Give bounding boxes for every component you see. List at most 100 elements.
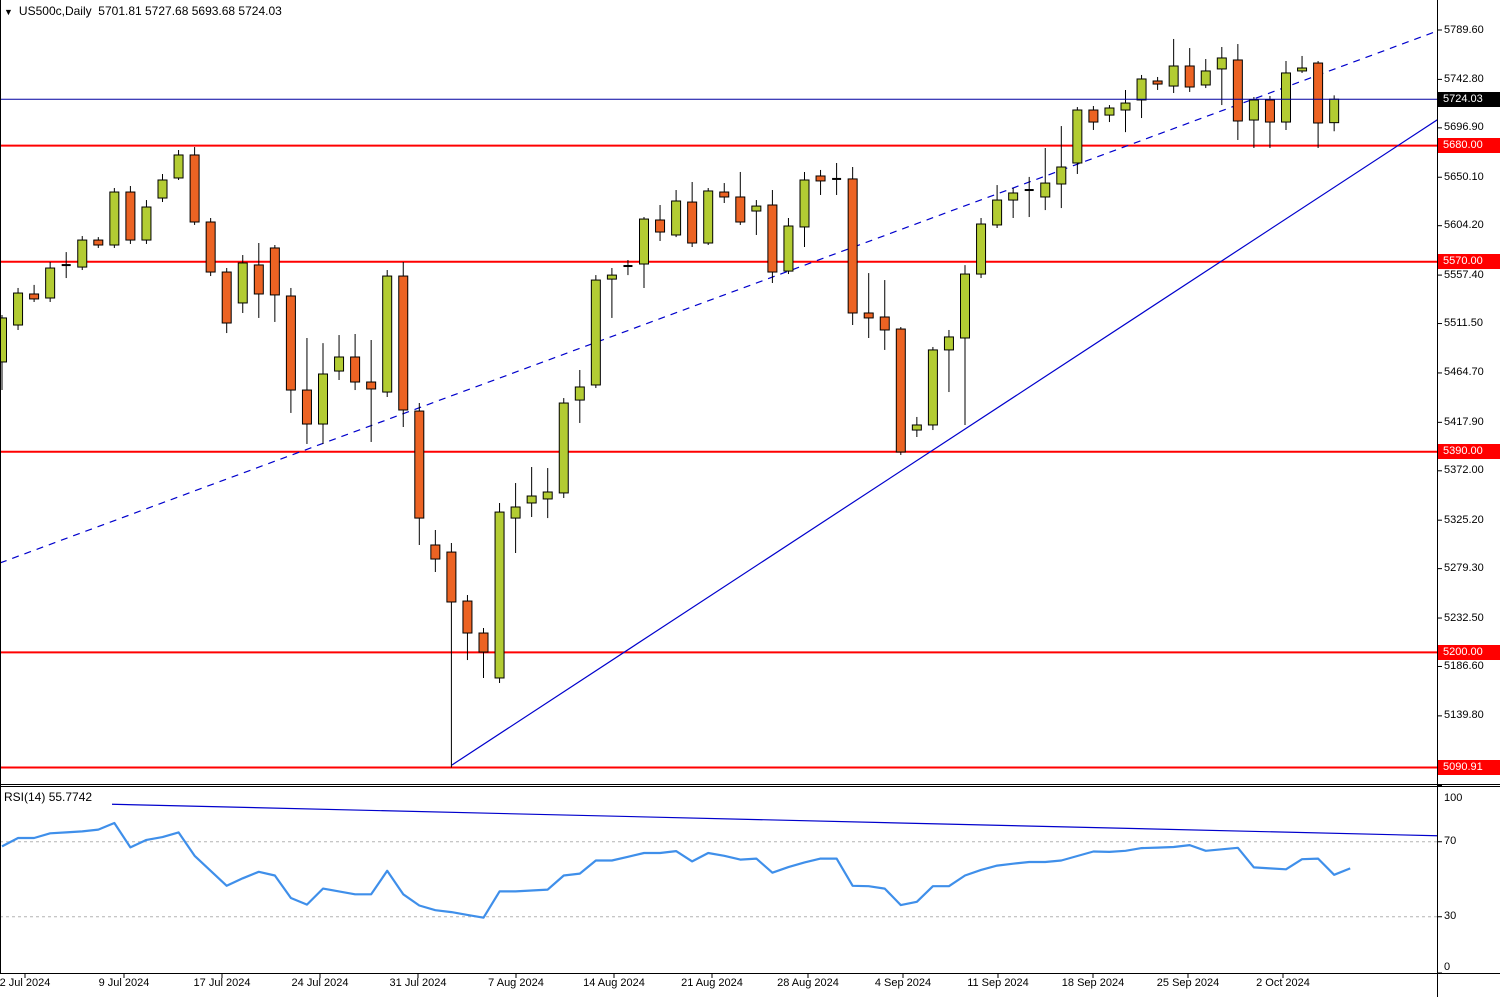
price-axis-label: 5650.10 (1444, 170, 1484, 183)
bear-candle-body (478, 632, 489, 653)
sr-price-box: 5570.00 (1438, 254, 1500, 270)
candlestick (1136, 74, 1147, 119)
date-axis-label: 7 Aug 2024 (488, 977, 544, 989)
candlestick (799, 171, 810, 248)
dashed-rising-trendline[interactable] (0, 30, 1440, 564)
candlestick (462, 595, 473, 661)
candlestick (1104, 105, 1115, 123)
price-axis-label: 5417.90 (1444, 415, 1484, 428)
bull-candle-body (382, 275, 393, 393)
candlestick (1216, 46, 1227, 106)
bull-candle-body (960, 273, 970, 339)
candlestick (992, 185, 1003, 229)
doji-bar (623, 265, 633, 268)
candlestick (976, 217, 987, 279)
candlestick (478, 628, 489, 678)
date-axis-label: 2 Oct 2024 (1256, 977, 1310, 989)
candlestick (61, 252, 71, 279)
bear-candle-body (350, 356, 361, 383)
bear-candle-body (285, 295, 296, 391)
candlestick (639, 217, 649, 288)
candlestick (301, 338, 312, 444)
candlestick (1329, 95, 1340, 132)
date-axis-label: 28 Aug 2024 (777, 977, 839, 989)
candlestick (1297, 55, 1308, 73)
rsi-value: 55.7742 (48, 790, 93, 804)
candlestick (0, 314, 7, 391)
bull-candle-body (751, 205, 762, 212)
bear-candle-body (895, 328, 906, 453)
bear-candle-body (446, 551, 457, 603)
candlestick (29, 284, 40, 303)
price-axis-label: 5789.60 (1444, 23, 1484, 36)
solid-rising-trendline[interactable] (451, 118, 1440, 766)
bear-candle-body (125, 191, 136, 241)
price-axis-label: 5279.30 (1444, 562, 1484, 575)
candlestick (1056, 126, 1067, 209)
bull-candle-body (703, 190, 714, 244)
candlestick (157, 173, 168, 203)
candlestick (526, 466, 537, 518)
candlestick (703, 188, 714, 246)
bull-candle-body (943, 336, 954, 351)
candlestick (382, 270, 393, 398)
bull-candle-body (574, 386, 585, 401)
bull-candle-body (237, 262, 248, 304)
rsi-trendline[interactable] (111, 803, 1437, 837)
bull-candle-body (1104, 107, 1115, 116)
bear-candle-body (863, 312, 874, 319)
bull-candle-body (671, 200, 682, 236)
candlestick (815, 169, 826, 195)
bull-candle-body (157, 179, 168, 199)
candlestick (847, 167, 858, 326)
bull-candle-body (1200, 70, 1211, 86)
candlestick (1024, 176, 1034, 218)
candlestick (1040, 148, 1051, 211)
candlestick (1313, 61, 1324, 149)
candlestick (1008, 188, 1019, 218)
candlestick (655, 205, 666, 241)
candlestick (606, 268, 617, 318)
date-axis-label: 24 Jul 2024 (291, 977, 349, 989)
candlestick (221, 268, 232, 334)
candlestick (414, 403, 425, 545)
bull-candle-body (1120, 102, 1131, 111)
bull-candle-body (1008, 192, 1019, 201)
current-price-box: 5724.03 (1438, 91, 1500, 107)
doji-bar (1024, 189, 1034, 192)
price-axis-label: 5742.80 (1444, 72, 1484, 85)
bull-candle-body (1216, 57, 1227, 70)
candlestick (318, 343, 328, 444)
bull-candle-body (911, 424, 922, 431)
bull-candle-body (799, 179, 810, 228)
rsi-scale-label: 0 (1444, 961, 1451, 973)
bull-candle-body (0, 317, 7, 363)
price-axis-label: 5696.90 (1444, 121, 1484, 134)
candlestick (542, 468, 553, 519)
candlestick (832, 162, 842, 195)
rsi-name: RSI(14) (4, 790, 46, 804)
bear-candle-body (253, 264, 264, 295)
candlestick (430, 530, 441, 573)
candlestick (189, 147, 200, 225)
bear-candle-body (189, 154, 200, 223)
rsi-scale-label: 70 (1444, 835, 1457, 848)
bull-candle-body (1248, 99, 1259, 121)
bull-candle-body (783, 225, 794, 272)
candlestick (895, 327, 906, 455)
date-axis-label: 4 Sep 2024 (874, 977, 932, 989)
price-axis-label: 5232.50 (1444, 611, 1484, 624)
collapse-arrow-icon[interactable]: ▼ (4, 7, 13, 17)
bear-candle-body (655, 219, 666, 233)
candlestick (671, 190, 682, 238)
sr-price-box: 5090.91 (1438, 759, 1500, 775)
bull-candle-body (173, 154, 184, 179)
bull-candle-body (510, 506, 521, 519)
candlestick (109, 188, 120, 248)
candlestick (1232, 44, 1243, 140)
bull-candle-body (334, 356, 345, 372)
bear-candle-body (269, 247, 280, 296)
candlestick (911, 416, 922, 438)
candlestick (1248, 97, 1259, 149)
